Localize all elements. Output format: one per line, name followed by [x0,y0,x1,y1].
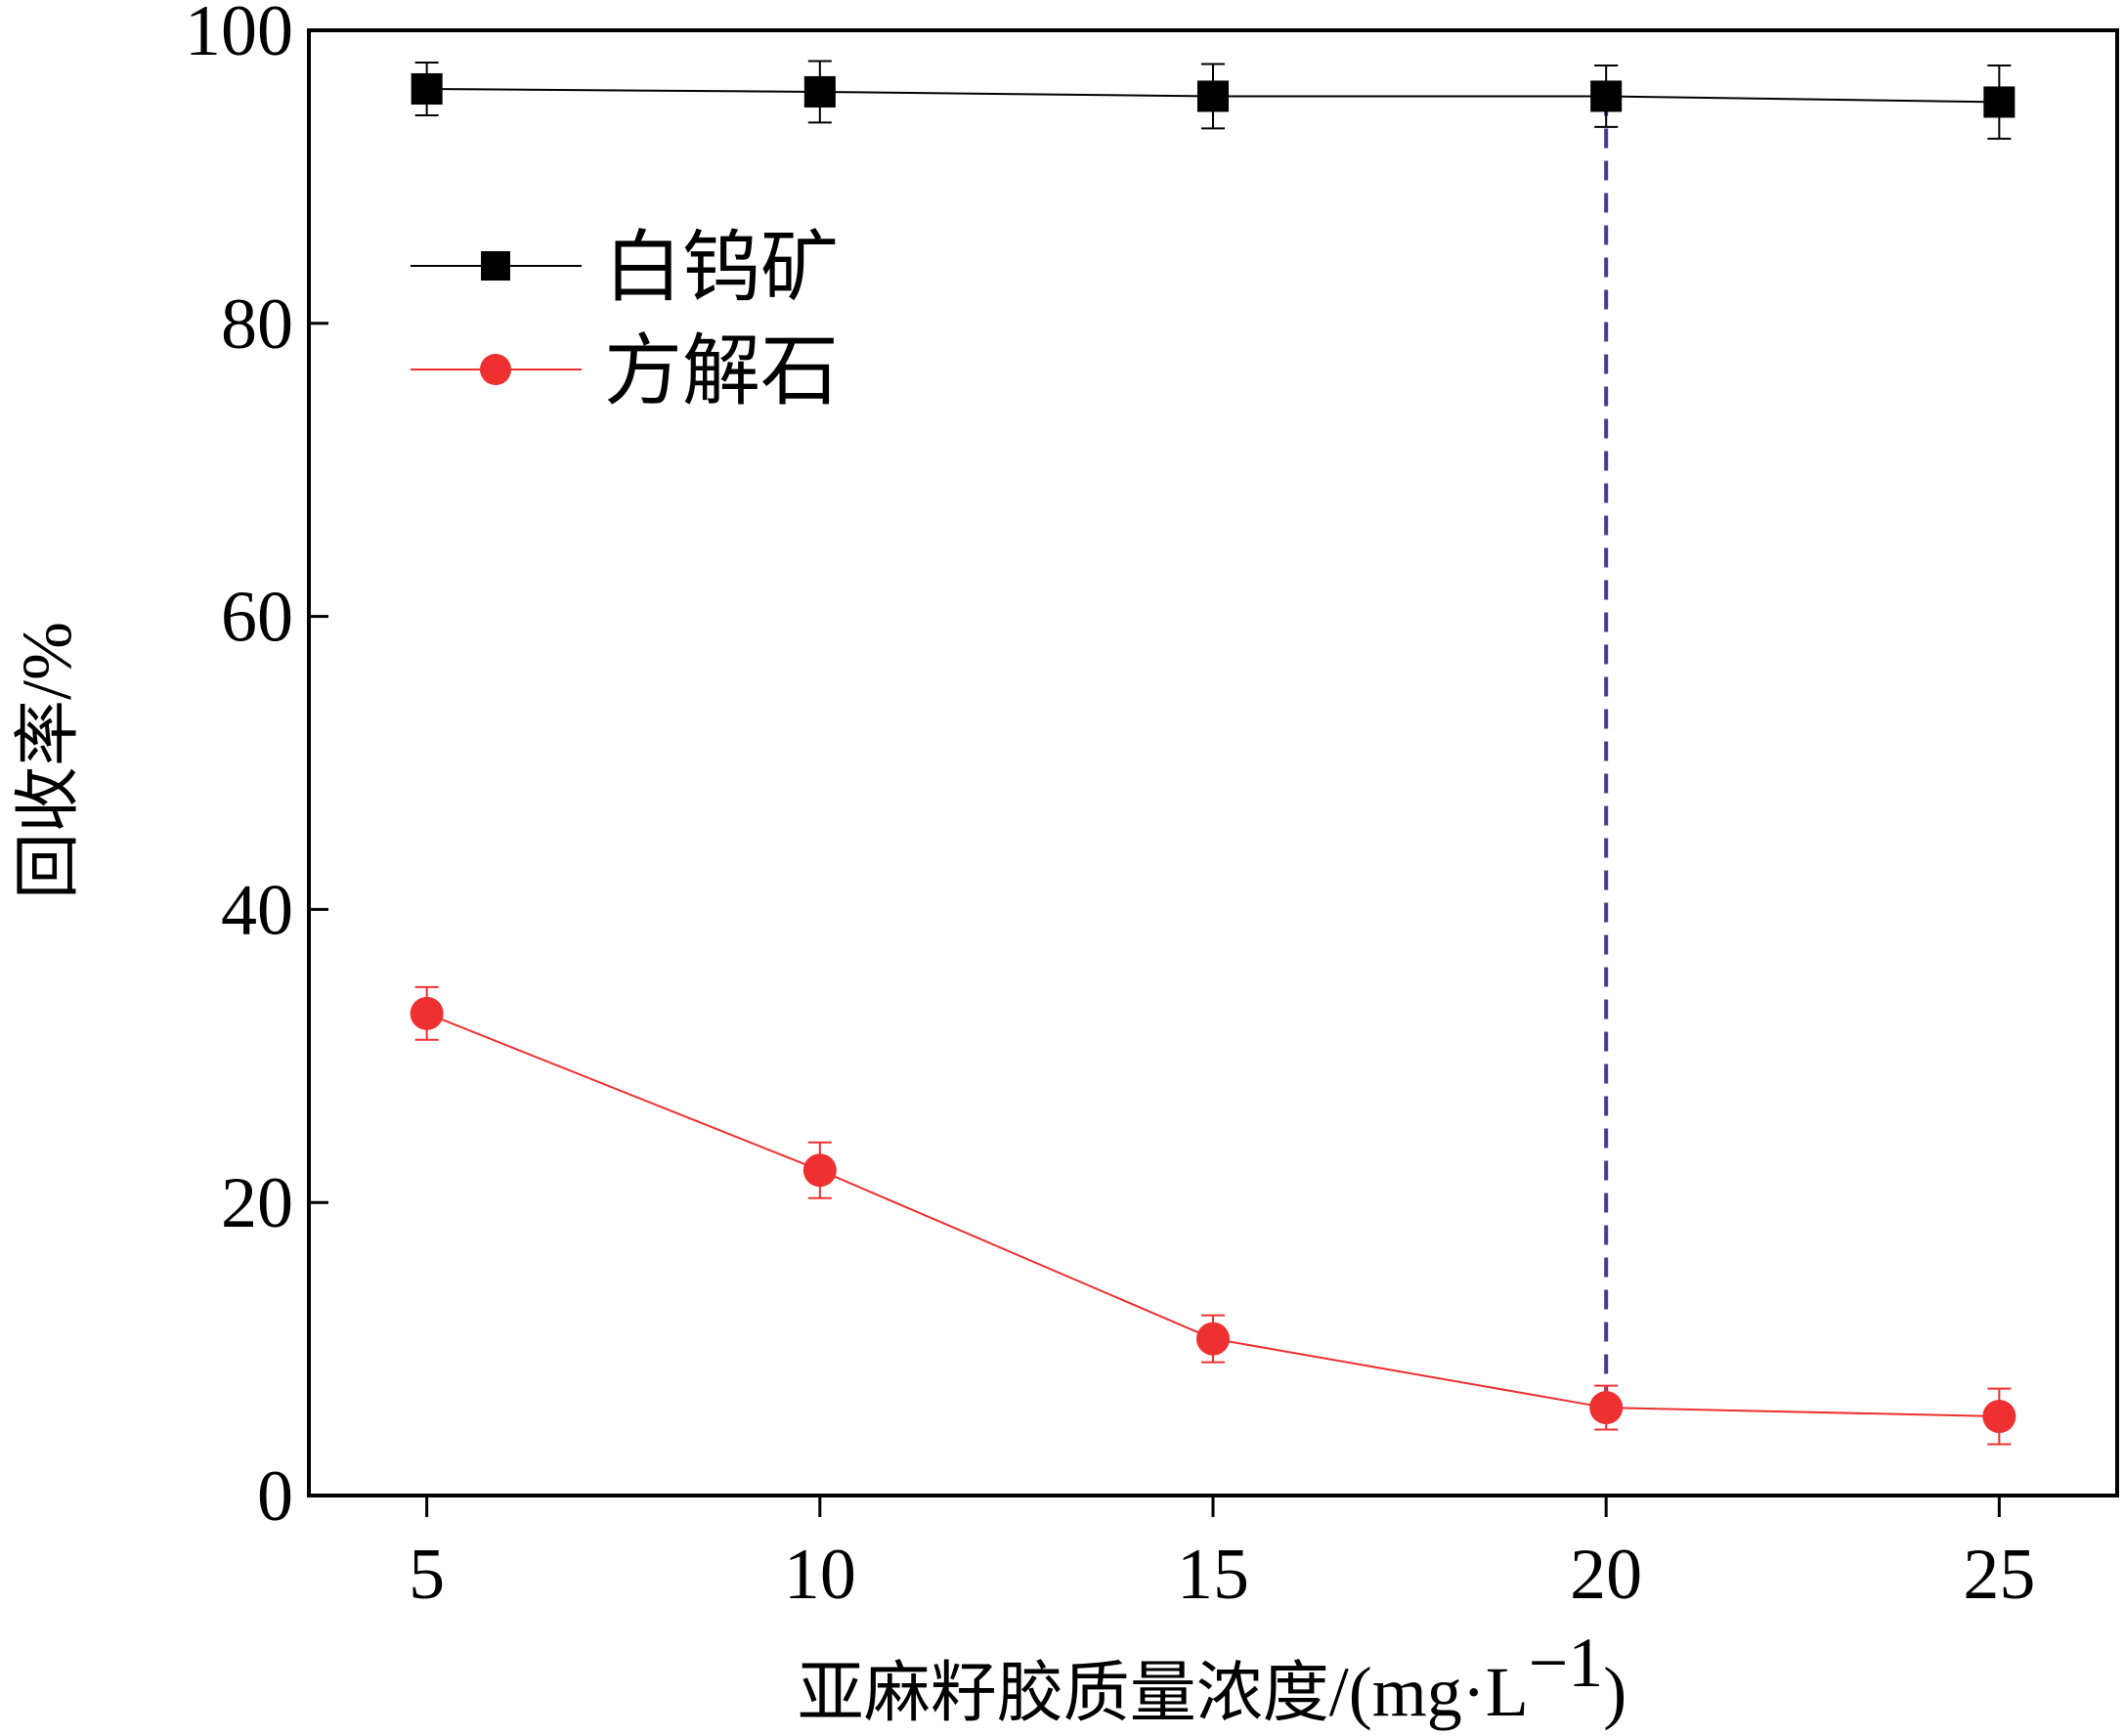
y-tick-label: 20 [221,1163,293,1243]
legend-label-calcite: 方解石 [604,326,839,416]
y-tick-label: 80 [221,284,293,365]
legend-label-scheelite: 白钨矿 [604,222,839,313]
plot-frame [307,28,2119,1497]
x-tick-label: 15 [1177,1535,1249,1615]
y-tick-label: 40 [221,870,293,950]
legend-marker-scheelite [481,251,510,281]
data-point-square [803,75,836,108]
data-point-square [411,72,443,105]
y-tick-label: 60 [221,578,293,658]
data-point-square [1590,80,1623,112]
data-point-circle [410,996,444,1030]
y-axis-title: 回收率/% [8,622,87,899]
legend-marker-calcite [480,354,511,385]
legend: 白钨矿 方解石 [411,222,839,416]
data-point-circle [1196,1322,1230,1356]
data-point-circle [802,1153,837,1188]
y-tick-label: 0 [257,1456,293,1537]
data-point-square [1983,86,2016,118]
data-point-circle [1982,1400,2016,1434]
x-axis-title: 亚麻籽胶质量浓度/(mg·L−1) [798,1624,1627,1732]
y-tick-label: 100 [185,0,293,71]
data-point-circle [1589,1391,1624,1425]
x-tick-label: 25 [1963,1535,2035,1615]
data-point-square [1197,80,1229,112]
x-tick-label: 5 [409,1535,445,1615]
x-tick-label: 10 [784,1535,856,1615]
x-tick-label: 20 [1570,1535,1642,1615]
